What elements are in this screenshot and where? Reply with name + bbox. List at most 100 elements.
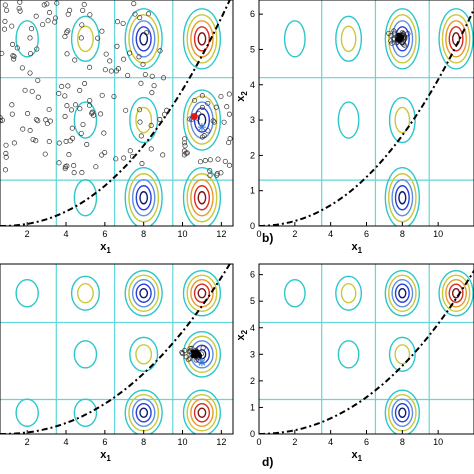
y-tick-label: 6 <box>250 270 255 280</box>
chart-panel-c: 2 4 6 8 10 12 x1 <box>0 263 234 463</box>
axes-frame <box>0 263 234 435</box>
sample-point <box>139 160 145 167</box>
panel-label: d) <box>262 455 273 469</box>
sample-point <box>46 139 52 145</box>
sample-point <box>132 11 138 17</box>
contour-ring <box>128 393 160 432</box>
sample-point <box>59 83 65 90</box>
contour-ring <box>139 288 149 299</box>
contour-ring <box>335 15 363 63</box>
x-tick-label: 4 <box>328 437 333 447</box>
sample-point <box>62 34 68 40</box>
sample-point <box>79 170 85 176</box>
contour-ring <box>124 389 163 434</box>
sample-point <box>213 104 219 110</box>
sample-point <box>35 77 41 83</box>
y-tick-label: 2 <box>250 376 255 386</box>
contour-ring <box>76 283 94 304</box>
y-axis-label: x2 <box>235 91 249 102</box>
sample-point <box>14 45 20 51</box>
sample-point <box>47 118 53 124</box>
sample-point <box>70 135 76 141</box>
sample-point <box>207 172 213 179</box>
plot-area <box>259 264 474 434</box>
sample-point <box>65 83 71 89</box>
sample-point <box>90 112 97 118</box>
x-tick-label: 10 <box>178 437 188 447</box>
contour-ring <box>135 403 152 423</box>
contour-ring <box>182 167 222 226</box>
sample-point <box>62 166 68 172</box>
sample-point <box>137 119 143 125</box>
sample-point <box>82 81 88 87</box>
sample-point <box>45 18 51 24</box>
sample-point <box>136 54 142 60</box>
x-tick-label: 6 <box>364 229 369 239</box>
contour-ring <box>448 283 464 303</box>
contour-ring <box>73 398 98 427</box>
sample-point <box>67 138 73 144</box>
contour-ring <box>135 26 152 52</box>
sample-point <box>28 26 35 32</box>
sample-point <box>179 349 185 355</box>
sample-point <box>164 107 170 113</box>
sample-point <box>111 93 117 100</box>
sample-point <box>121 155 127 161</box>
sample-point <box>161 111 168 117</box>
sample-point <box>66 152 72 158</box>
x-tick-label: 4 <box>64 229 69 239</box>
sample-point <box>192 97 198 103</box>
sample-point <box>11 53 17 59</box>
sample-point <box>93 164 99 170</box>
contour-ring <box>182 8 222 70</box>
sample-point <box>47 10 53 16</box>
contour-ring <box>73 101 98 139</box>
sample-point <box>222 158 228 164</box>
axes-frame <box>258 263 474 435</box>
contour-ring <box>384 269 421 317</box>
sample-point <box>78 130 84 136</box>
contour-ring <box>438 8 474 70</box>
sample-point <box>33 138 39 144</box>
y-tick-label: 0 <box>250 429 255 439</box>
sample-point <box>182 143 188 149</box>
sample-point <box>205 128 211 134</box>
sample-point <box>64 29 70 35</box>
plot-area <box>259 0 474 226</box>
contour-ring <box>388 274 417 312</box>
contour-ring <box>283 278 306 308</box>
contour-ring <box>128 14 160 64</box>
contour-ring <box>441 274 471 312</box>
sample-point <box>77 106 83 112</box>
x-tick-label: 0 <box>256 229 261 239</box>
contour-ring <box>186 14 218 64</box>
sample-point <box>54 0 60 6</box>
contour-ring <box>15 278 39 308</box>
target-marker <box>197 123 206 132</box>
sample-point <box>149 90 155 96</box>
sample-point <box>148 122 154 129</box>
x-tick-label: 2 <box>292 229 297 239</box>
sample-point <box>98 111 104 117</box>
sample-point <box>17 8 23 14</box>
sample-point <box>151 83 157 89</box>
contour-ring <box>388 96 416 144</box>
y-tick-label: 4 <box>250 80 255 90</box>
sample-point <box>160 152 166 158</box>
sample-point <box>101 130 107 136</box>
contour-ring <box>441 14 471 64</box>
sample-point <box>44 1 50 7</box>
sample-point <box>401 42 407 48</box>
sample-point <box>187 346 193 352</box>
x-axis-label: x1 <box>351 449 362 463</box>
contour-ring <box>124 269 163 317</box>
constraint-curve <box>0 0 231 226</box>
sample-point <box>210 118 216 124</box>
sample-point <box>64 103 70 109</box>
sample-point <box>42 151 48 157</box>
sample-point <box>3 142 9 148</box>
contour-ring <box>335 275 363 311</box>
contour-ring <box>340 283 357 304</box>
contour-ring <box>445 20 467 58</box>
sample-point <box>205 100 211 106</box>
